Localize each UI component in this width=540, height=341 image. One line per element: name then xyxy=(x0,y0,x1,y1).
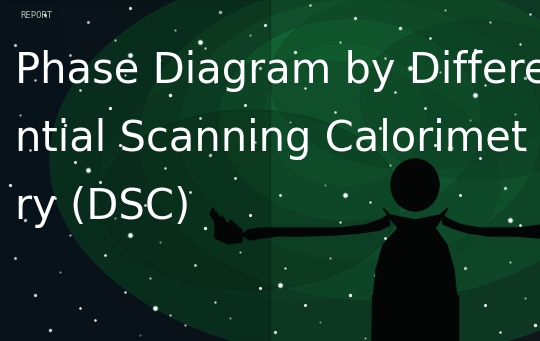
Bar xyxy=(372,295,458,341)
Ellipse shape xyxy=(265,45,425,185)
Ellipse shape xyxy=(100,60,500,300)
Polygon shape xyxy=(442,215,540,238)
Bar xyxy=(0,0,270,341)
Ellipse shape xyxy=(50,0,540,341)
Polygon shape xyxy=(372,208,458,341)
Polygon shape xyxy=(242,215,390,240)
Text: ntial Scanning Calorimet: ntial Scanning Calorimet xyxy=(15,118,527,160)
Polygon shape xyxy=(210,208,242,244)
Ellipse shape xyxy=(180,0,540,260)
Ellipse shape xyxy=(140,0,540,300)
Ellipse shape xyxy=(360,20,540,180)
Ellipse shape xyxy=(270,0,540,170)
Ellipse shape xyxy=(100,110,400,290)
Ellipse shape xyxy=(391,159,439,211)
Ellipse shape xyxy=(220,20,480,220)
Text: ry (DSC): ry (DSC) xyxy=(15,186,190,228)
Text: Phase Diagram by Differe: Phase Diagram by Differe xyxy=(15,50,540,92)
Text: REPORT: REPORT xyxy=(20,11,52,20)
